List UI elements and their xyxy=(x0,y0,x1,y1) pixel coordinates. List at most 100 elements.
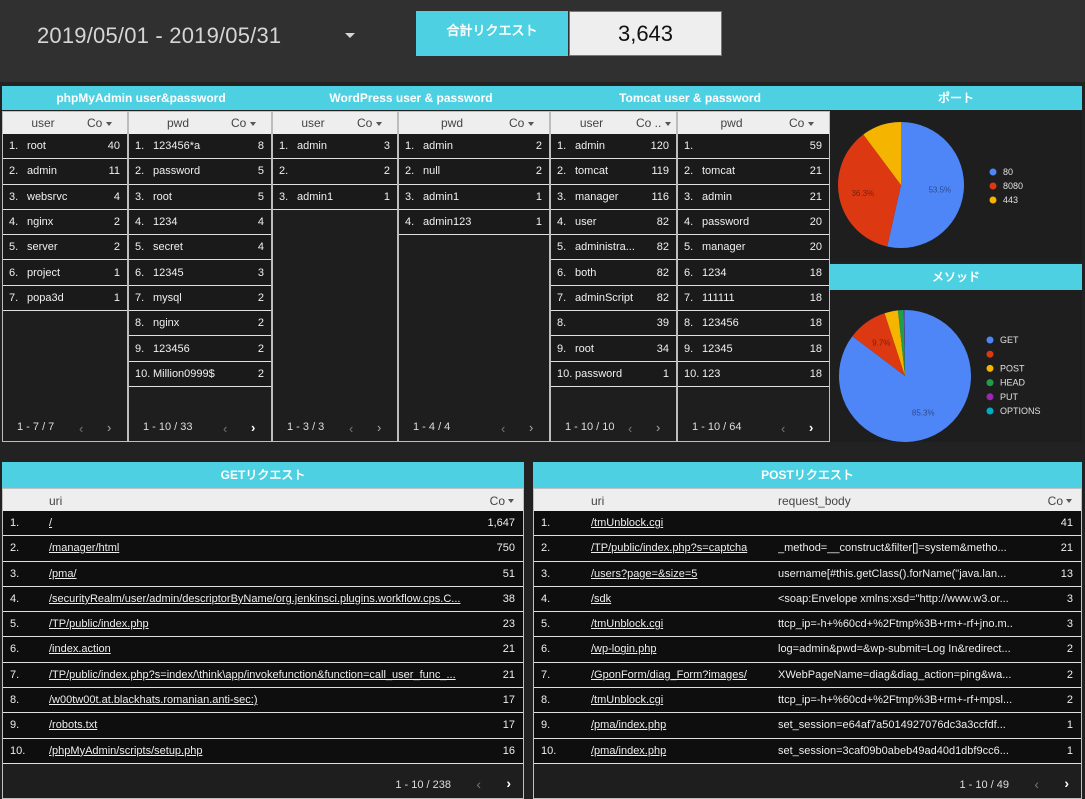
date-range-selector[interactable]: 2019/05/01 - 2019/05/31 xyxy=(16,14,376,58)
row-uri[interactable]: /TP/public/index.php xyxy=(49,618,149,631)
column-header-count[interactable]: Co .. xyxy=(632,116,676,130)
column-header-key[interactable]: user xyxy=(31,116,55,130)
column-header-count-label: Co xyxy=(231,116,247,130)
row-uri[interactable]: /tmUnblock.cgi xyxy=(591,517,664,529)
pie-slice[interactable] xyxy=(897,310,905,376)
chevron-right-icon[interactable]: › xyxy=(1064,775,1069,791)
column-header-count[interactable]: Co xyxy=(227,116,271,130)
row-uri[interactable]: /securityRealm/user/admin/descriptorByNa… xyxy=(49,592,461,605)
column-header-count[interactable]: Co xyxy=(353,116,397,130)
row-index: 7. xyxy=(684,291,694,304)
pie-slice[interactable] xyxy=(903,310,905,376)
column-header-count[interactable]: Co xyxy=(505,116,549,130)
pagination: 1 - 10 / 33 ‹ › xyxy=(129,413,271,441)
sort-caret-icon[interactable] xyxy=(665,121,672,126)
row-uri[interactable]: /wp-login.php xyxy=(591,643,657,656)
sort-caret-icon[interactable] xyxy=(508,499,514,503)
row-index: 9. xyxy=(557,342,567,355)
pagination-range: 1 - 7 / 7 xyxy=(17,421,55,433)
chevron-right-icon[interactable]: › xyxy=(377,420,382,435)
chevron-right-icon[interactable]: › xyxy=(529,420,534,435)
row-uri[interactable]: /sdk xyxy=(591,592,612,605)
chevron-right-icon[interactable]: › xyxy=(506,775,511,791)
chevron-right-icon[interactable]: › xyxy=(107,420,112,435)
column-header-count[interactable]: Co xyxy=(83,116,127,130)
chevron-left-icon[interactable]: ‹ xyxy=(476,776,481,792)
row-uri[interactable]: /index.action xyxy=(49,643,111,656)
chevron-left-icon[interactable]: ‹ xyxy=(1034,776,1039,792)
pie-slice[interactable] xyxy=(863,122,901,185)
row-uri[interactable]: / xyxy=(49,517,53,529)
row-request-body: _method=__construct&filter[]=system&meth… xyxy=(778,542,1007,555)
column-header-uri[interactable]: uri xyxy=(49,494,63,508)
chevron-right-icon[interactable]: › xyxy=(656,420,661,435)
row-uri[interactable]: /tmUnblock.cgi xyxy=(591,694,664,707)
row-key: Million0999$ xyxy=(153,367,215,380)
sort-caret-icon[interactable] xyxy=(1066,499,1072,503)
column-header-uri[interactable]: uri xyxy=(591,494,605,508)
pie-slice[interactable] xyxy=(852,313,905,376)
chevron-left-icon[interactable]: ‹ xyxy=(349,421,354,436)
sort-caret-icon[interactable] xyxy=(808,121,815,126)
row-key: 12345 xyxy=(702,342,733,355)
row-uri[interactable]: /w00tw00t.at.blackhats.romanian.anti-sec… xyxy=(49,694,258,707)
pie-slice[interactable] xyxy=(887,122,964,248)
row-uri[interactable]: /tmUnblock.cgi xyxy=(591,618,664,631)
chevron-left-icon[interactable]: ‹ xyxy=(223,421,228,436)
pie-slice[interactable] xyxy=(884,310,905,376)
pagination: 1 - 10 / 64 ‹ › xyxy=(678,413,829,441)
row-uri[interactable]: /TP/public/index.php?s=captcha xyxy=(591,542,748,555)
section-title-get: GETリクエスト xyxy=(2,462,524,488)
chevron-down-icon[interactable] xyxy=(345,33,355,38)
column-header-key[interactable]: user xyxy=(579,116,604,130)
legend-marker xyxy=(989,168,997,176)
row-request-body: username[#this.getClass().forName("java.… xyxy=(778,567,1007,580)
row-uri[interactable]: /pma/index.php xyxy=(591,744,667,757)
row-uri[interactable]: /TP/public/index.php?s=index/\think\app/… xyxy=(49,668,456,681)
table-header: user Co xyxy=(3,112,127,134)
row-uri[interactable]: /GponForm/diag_Form?images/ xyxy=(591,668,747,681)
row-index: 1. xyxy=(135,140,145,153)
row-key: 123456 xyxy=(153,342,190,355)
chevron-left-icon[interactable]: ‹ xyxy=(501,421,506,436)
column-header-key[interactable]: pwd xyxy=(166,116,189,130)
row-count: 82 xyxy=(656,216,669,229)
row-key: 12345 xyxy=(153,266,184,279)
row-count: 1 xyxy=(113,266,120,279)
column-header-request-body[interactable]: request_body xyxy=(778,494,851,508)
chevron-right-icon[interactable]: › xyxy=(809,420,814,435)
row-uri[interactable]: /manager/html xyxy=(49,542,120,555)
sort-caret-icon[interactable] xyxy=(376,121,383,126)
row-uri[interactable]: /robots.txt xyxy=(49,719,98,732)
table-row: 4. admin123 1 xyxy=(399,209,549,236)
column-header-count[interactable]: Co xyxy=(785,116,829,130)
chevron-left-icon[interactable]: ‹ xyxy=(79,421,84,436)
row-uri[interactable]: /pma/ xyxy=(49,567,77,580)
column-header-count[interactable]: Co xyxy=(1047,494,1063,508)
row-index: 7. xyxy=(557,291,567,304)
row-uri[interactable]: /pma/index.php xyxy=(591,719,667,732)
chevron-left-icon[interactable]: ‹ xyxy=(781,421,786,436)
table-header: pwd Co xyxy=(678,112,829,134)
row-count: 2 xyxy=(257,317,264,330)
legend-label: HEAD xyxy=(1000,378,1026,388)
pagination-range: 1 - 10 / 64 xyxy=(692,421,742,433)
row-uri[interactable]: /users?page=&size=5 xyxy=(591,567,698,580)
chevron-right-icon[interactable]: › xyxy=(251,420,256,435)
sort-caret-icon[interactable] xyxy=(528,121,535,126)
chevron-left-icon[interactable]: ‹ xyxy=(628,421,633,436)
row-index: 4. xyxy=(405,216,415,229)
column-header-key[interactable]: pwd xyxy=(440,116,463,130)
pie-slice[interactable] xyxy=(838,134,901,247)
column-header-key[interactable]: pwd xyxy=(720,116,743,130)
pagination-range: 1 - 10 / 238 xyxy=(395,779,451,791)
sort-caret-icon[interactable] xyxy=(106,121,113,126)
sort-caret-icon[interactable] xyxy=(250,121,257,126)
row-count: 21 xyxy=(1060,542,1073,555)
column-header-key[interactable]: user xyxy=(301,116,325,130)
row-key: mysql xyxy=(153,291,182,304)
row-count: 1 xyxy=(1066,744,1073,757)
row-uri[interactable]: /phpMyAdmin/scripts/setup.php xyxy=(49,744,203,757)
row-count: 2 xyxy=(257,342,264,355)
column-header-count[interactable]: Co xyxy=(489,494,505,508)
